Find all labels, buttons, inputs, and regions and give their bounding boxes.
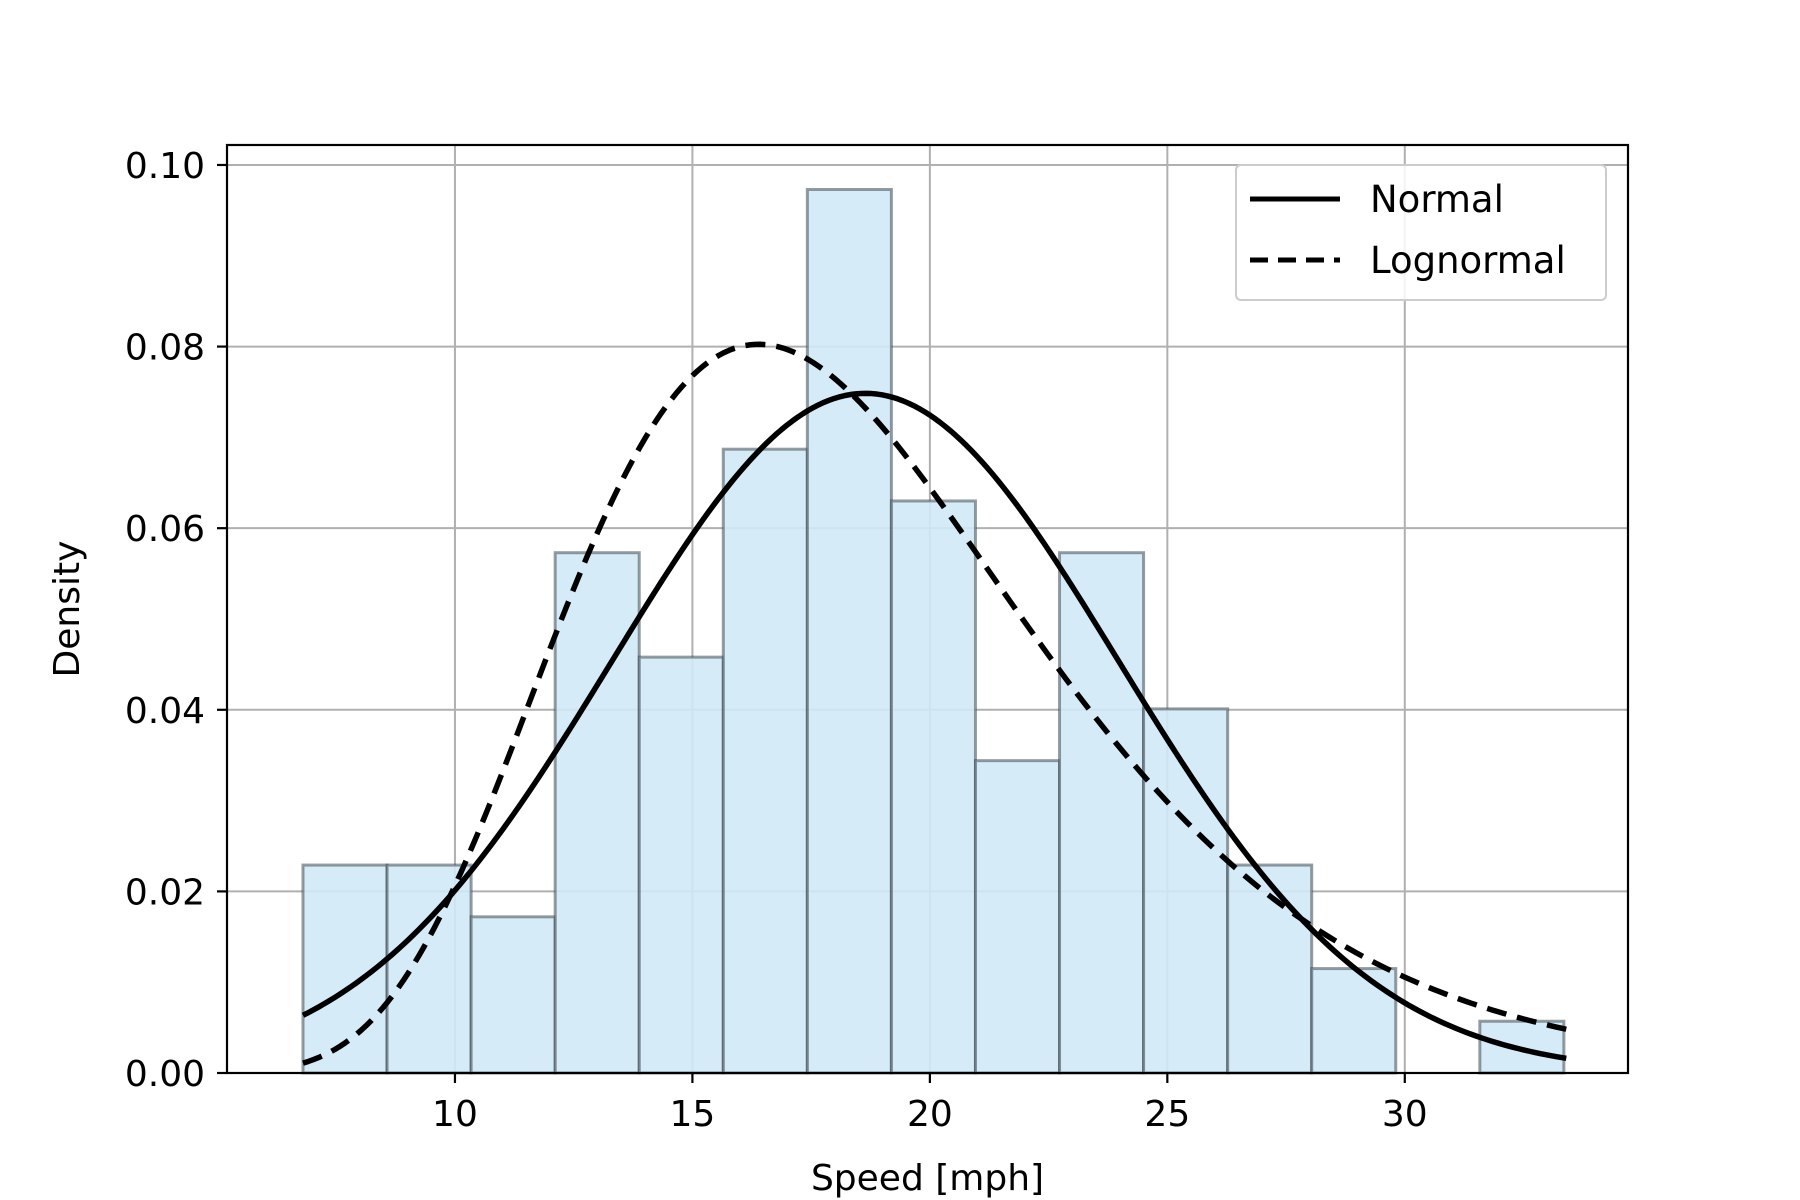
x-axis-label: Speed [mph] xyxy=(811,1158,1044,1199)
legend: Normal Lognormal xyxy=(1235,164,1607,301)
fit-curves xyxy=(301,341,1567,1066)
y-tick-label: 0.08 xyxy=(125,328,205,369)
histogram-bar xyxy=(721,447,809,1075)
x-tick-label: 10 xyxy=(432,1094,478,1135)
histogram-bar xyxy=(469,915,557,1075)
curve-lognormal xyxy=(302,341,1567,1066)
y-tick-label: 0.02 xyxy=(125,872,205,913)
x-tick-label: 20 xyxy=(907,1094,953,1135)
histogram-bar xyxy=(973,759,1062,1075)
x-tick-label: 30 xyxy=(1382,1094,1428,1135)
histogram-bar xyxy=(805,187,893,1075)
histogram-bar xyxy=(889,499,977,1075)
y-tick-label: 0.00 xyxy=(125,1054,205,1095)
histogram-bar xyxy=(1226,863,1314,1075)
y-tick-label: 0.06 xyxy=(125,509,205,550)
plot-frame xyxy=(225,143,1630,1075)
histogram-bar xyxy=(553,551,641,1075)
y-tick-label: 0.10 xyxy=(125,146,205,187)
histogram-bar xyxy=(1058,551,1146,1075)
histogram-bars xyxy=(301,187,1566,1075)
legend-label-lognormal: Lognormal xyxy=(1370,239,1566,282)
histogram-bar xyxy=(637,655,725,1075)
x-tick-label: 15 xyxy=(670,1094,716,1135)
histogram-bar xyxy=(385,863,473,1075)
legend-label-normal: Normal xyxy=(1370,178,1504,221)
y-axis-ticks: 0.00 0.02 0.04 0.06 0.08 0.10 xyxy=(125,146,227,1095)
y-tick-label: 0.04 xyxy=(125,691,205,732)
histogram-bar xyxy=(1310,967,1398,1075)
curve-normal xyxy=(301,390,1567,1062)
x-tick-label: 25 xyxy=(1144,1094,1190,1135)
y-axis-label: Density xyxy=(47,541,88,678)
x-axis-ticks: 10 15 20 25 30 xyxy=(432,1073,1428,1135)
